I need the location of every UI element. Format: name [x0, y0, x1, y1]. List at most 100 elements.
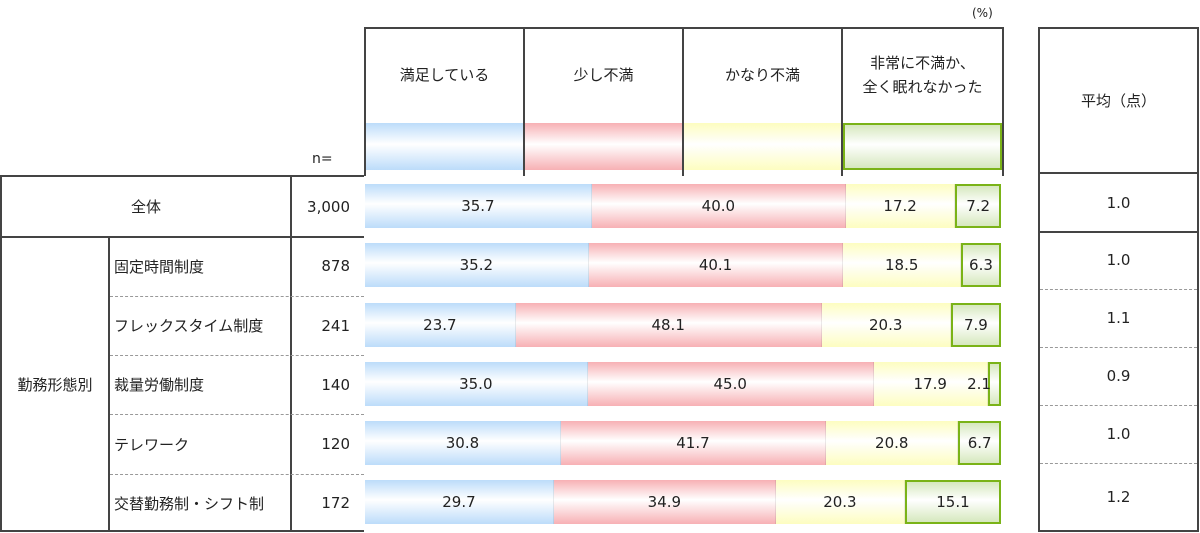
row-n: 140 — [290, 355, 364, 414]
row-divider — [1040, 405, 1197, 406]
bar-segment: 15.1 — [904, 480, 1001, 524]
bar-segment: 35.7 — [365, 183, 592, 228]
bar-segment: 6.7 — [958, 421, 1001, 465]
legend-label: 少し不満 — [573, 66, 634, 84]
bar-segment: 7.2 — [955, 183, 1001, 228]
average-table: 平均（点） 1.0 1.0 1.1 0.9 1.0 1.2 — [1038, 27, 1199, 532]
row-divider — [110, 414, 364, 415]
bar-segment: 41.7 — [560, 421, 827, 465]
data-label: 40.0 — [701, 196, 736, 215]
data-label: 20.3 — [823, 493, 857, 511]
row-label: 固定時間制度 — [114, 257, 205, 276]
row-divider — [110, 474, 364, 475]
legend-item: 少し不満 — [525, 29, 684, 176]
legend-header: 満足している 少し不満 かなり不満 非常に不満か、 全く眠れなかった — [364, 27, 1004, 176]
stacked-bar: 29.7 34.9 20.3 15.1 — [365, 480, 1001, 524]
data-label: 35.7 — [461, 196, 495, 215]
bar-segment: 29.7 — [365, 480, 554, 524]
legend-swatch — [366, 123, 523, 170]
row-average: 0.9 — [1106, 367, 1131, 385]
group-label: 勤務形態別 — [2, 236, 110, 532]
bar-segment: 20.3 — [775, 480, 905, 524]
legend-label: かなり不満 — [724, 66, 800, 84]
unit-label: (%) — [972, 6, 993, 20]
row-n: 878 — [290, 236, 364, 296]
bar-segment: 6.3 — [960, 243, 1001, 287]
bar-segment: 20.3 — [821, 302, 951, 347]
data-label: 48.1 — [651, 315, 685, 334]
bar-segment: 18.5 — [843, 243, 961, 287]
row-label: 交替勤務制・シフト制 — [114, 494, 265, 513]
row-divider — [1040, 463, 1197, 464]
data-label: 40.1 — [698, 256, 733, 274]
data-label: 6.7 — [967, 434, 992, 452]
bar-segment: 48.1 — [515, 302, 822, 347]
bar-segment: 20.8 — [826, 421, 959, 465]
bar-segment: 40.0 — [591, 183, 846, 228]
legend-swatch — [843, 123, 1002, 170]
bar-segment: 23.7 — [365, 302, 516, 347]
row-divider — [110, 355, 364, 356]
bar-segment: 17.9 — [873, 361, 988, 406]
data-label: 7.9 — [963, 315, 988, 334]
data-label: 23.7 — [423, 315, 457, 334]
bar-segment: 45.0 — [587, 361, 874, 406]
bar-segment: 7.9 — [950, 302, 1001, 347]
data-label: 45.0 — [713, 374, 747, 393]
row-divider — [1040, 347, 1197, 348]
data-label: 20.8 — [875, 434, 909, 452]
data-label: 18.5 — [884, 256, 919, 274]
stacked-bar: 35.2 40.1 18.5 6.3 — [365, 243, 1001, 287]
bar-segment: 30.8 — [365, 421, 561, 465]
row-divider — [2, 236, 364, 238]
row-label: テレワーク — [114, 435, 190, 454]
bar-segment: 17.2 — [845, 183, 956, 228]
row-average: 1.0 — [1106, 251, 1131, 269]
bar-segment: 40.1 — [588, 243, 844, 287]
legend-label: 非常に不満か、 全く眠れなかった — [862, 54, 983, 96]
average-header: 平均（点） — [1040, 29, 1197, 174]
stacked-bar: 30.8 41.7 20.8 6.7 — [365, 421, 1001, 465]
n-header: n= — [312, 151, 333, 167]
legend-item: かなり不満 — [684, 29, 843, 176]
data-label: 17.9 — [913, 374, 947, 393]
row-average: 1.1 — [1106, 309, 1131, 327]
row-n: 120 — [290, 414, 364, 474]
legend-item: 満足している — [366, 29, 525, 176]
bar-segment: 34.9 — [553, 480, 776, 524]
row-divider — [1040, 289, 1197, 290]
bar-segment: 35.2 — [365, 243, 589, 287]
row-divider — [110, 296, 364, 297]
data-label: 17.2 — [883, 196, 917, 215]
bar-segment: 2.1 — [967, 361, 1001, 406]
bar-segment: 35.0 — [365, 361, 588, 406]
row-n: 241 — [290, 296, 364, 355]
data-label: 35.0 — [459, 374, 493, 393]
legend-item: 非常に不満か、 全く眠れなかった — [843, 29, 1002, 176]
row-label-table: 勤務形態別 全体 3,000 固定時間制度 878 フレックスタイム制度 241 裁量労働制… — [0, 175, 364, 532]
row-average: 1.0 — [1106, 193, 1131, 212]
stacked-bar: 23.7 48.1 20.3 7.9 — [365, 302, 1001, 347]
row-label: 全体 — [130, 198, 161, 216]
row-average: 1.2 — [1106, 487, 1131, 506]
row-n: 3,000 — [290, 177, 364, 236]
row-n: 172 — [290, 474, 364, 532]
stacked-bar: 35.7 40.0 17.2 7.2 — [365, 183, 1001, 228]
data-label: 30.8 — [445, 434, 480, 452]
data-label: 41.7 — [676, 434, 710, 452]
data-label: 2.1 — [967, 374, 991, 393]
row-divider — [1040, 231, 1197, 233]
row-label: フレックスタイム制度 — [114, 317, 264, 335]
row-average: 1.0 — [1106, 425, 1131, 443]
legend-swatch — [525, 123, 682, 170]
row-label: 裁量労働制度 — [114, 376, 205, 394]
data-label: 20.3 — [868, 315, 903, 334]
data-label: 6.3 — [969, 256, 993, 274]
legend-swatch — [684, 123, 841, 170]
legend-label: 満足している — [399, 66, 490, 84]
data-label: 15.1 — [936, 493, 970, 511]
data-label: 29.7 — [442, 493, 476, 511]
data-label: 7.2 — [966, 196, 991, 215]
stacked-bar: 35.0 45.0 17.9 2.1 — [365, 361, 1001, 406]
data-label: 35.2 — [459, 256, 494, 274]
